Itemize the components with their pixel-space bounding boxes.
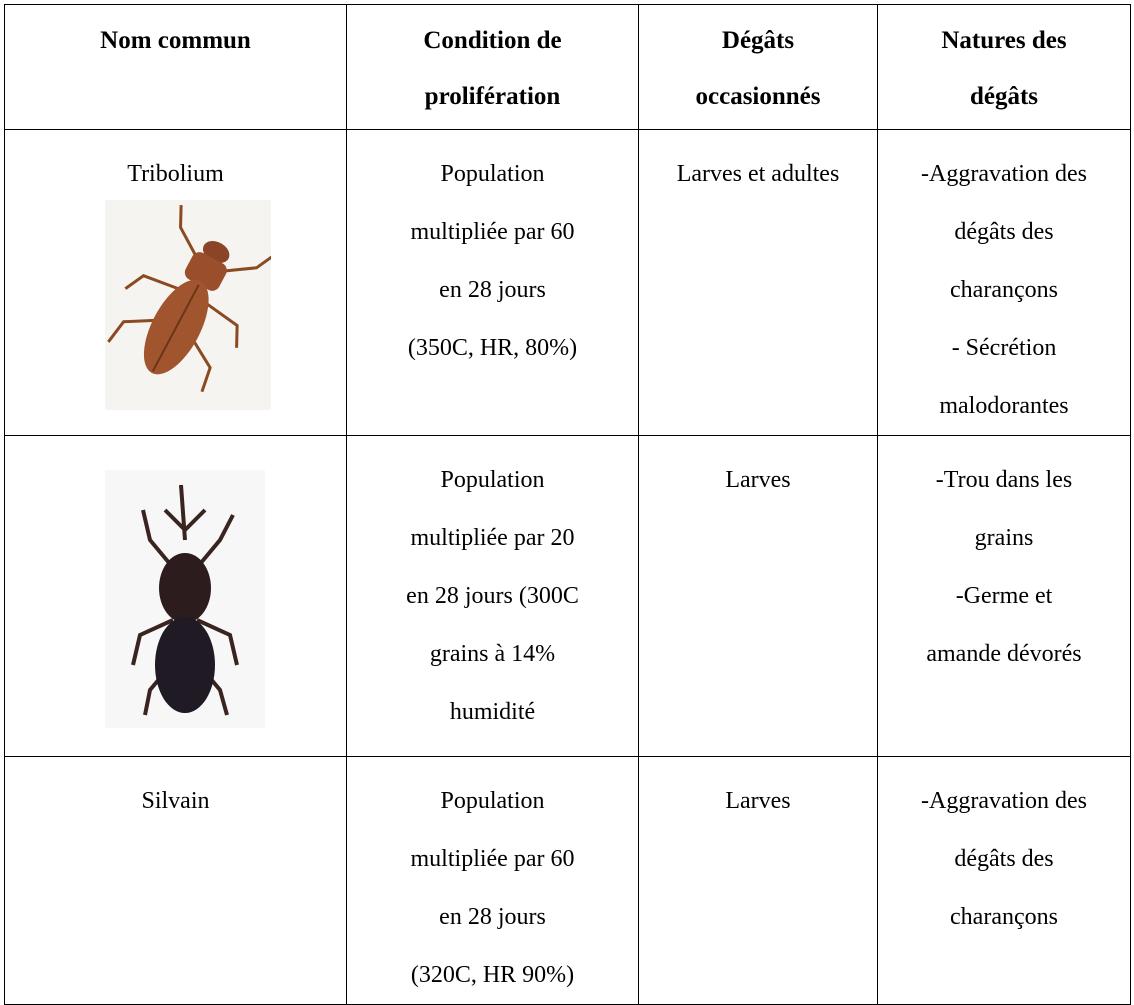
table-cell: Larves [638,756,878,1005]
cell-text: dégâts des [954,846,1054,872]
header-text: Nom commun [100,27,251,54]
cell-text: Tribolium [127,161,224,187]
cell-text: (320C, HR 90%) [410,962,575,988]
pest-table: Nom commun Condition de prolifération Dégât… [4,4,1131,1005]
header-cell: Condition de prolifération [346,4,639,130]
cell-text: en 28 jours [439,277,546,303]
cell-text: Population [440,161,545,187]
charancon-image [105,470,265,728]
cell-text: Larves et adultes [676,161,840,187]
header-cell: Nom commun [4,4,347,130]
cell-text: charançons [950,904,1058,930]
table-cell: Population multipliée par 20 en 28 jours (… [346,435,639,757]
cell-text: -Germe et [955,583,1053,609]
cell-text: charançons [950,277,1058,303]
header-text: dégâts [969,83,1039,110]
table-cell: Larves [638,435,878,757]
page: Nom commun Condition de prolifération Dégât… [4,4,1131,1005]
table-cell: Population multipliée par 60 en 28 jours (3… [346,756,639,1005]
cell-text: Larves [725,788,791,814]
header-text: Condition de [423,27,562,54]
table-cell: Silvain [4,756,347,1005]
cell-text: -Trou dans les [935,467,1073,493]
cell-text: Silvain [141,788,210,814]
header-cell: Natures des dégâts [877,4,1131,130]
header-cell: Dégâts occasionnés [638,4,878,130]
cell-text: amande dévorés [926,641,1082,667]
cell-text: Population [440,788,545,814]
table-cell: -Aggravation des dégâts des charançons - Sé… [877,129,1131,436]
cell-text: dégâts des [954,219,1054,245]
cell-text: multipliée par 60 [410,846,575,872]
cell-text: Larves [725,467,791,493]
tribolium-image [105,200,271,410]
cell-text: grains à 14% [429,641,556,667]
cell-text: (350C, HR, 80%) [407,335,578,361]
cell-text: multipliée par 20 [410,525,575,551]
cell-text: en 28 jours (300C [406,583,579,609]
cell-text: humidité [449,699,536,725]
cell-text: Population [440,467,545,493]
cell-text: -Aggravation des [921,788,1087,814]
cell-text: grains [974,525,1034,551]
header-text: Dégâts [721,27,795,54]
table-cell: Population multipliée par 60 en 28 jours (3… [346,129,639,436]
table-cell: -Aggravation des dégâts des charançons [877,756,1131,1005]
header-text: occasionnés [695,83,821,110]
cell-text: en 28 jours [439,904,546,930]
cell-text: - Sécrétion [951,335,1057,361]
cell-text: multipliée par 60 [410,219,575,245]
cell-text: malodorantes [939,393,1069,419]
header-text: Natures des [941,27,1067,54]
cell-text: -Aggravation des [921,161,1087,187]
table-cell: Larves et adultes [638,129,878,436]
header-text: prolifération [424,83,561,110]
header-row: Nom commun Condition de prolifération Dégât… [4,4,1131,130]
table-cell: -Trou dans les grains -Germe et amande dévo… [877,435,1131,757]
table-row: Silvain Population multipliée par 60 en 28 … [4,756,1131,1005]
